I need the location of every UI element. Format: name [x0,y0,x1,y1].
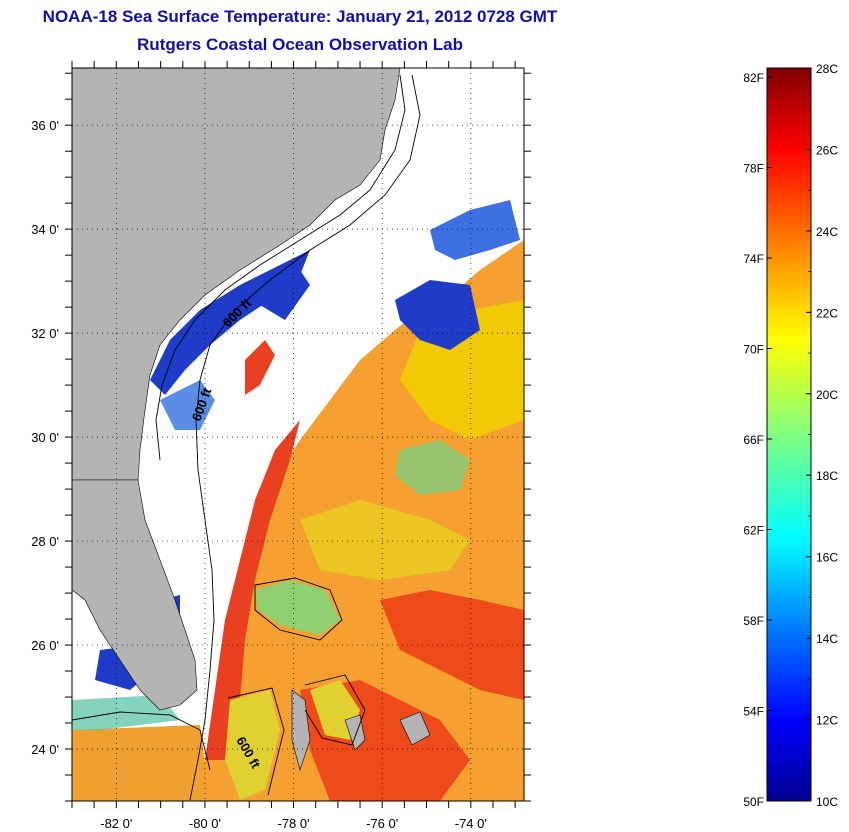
cold-shelf-water [150,250,310,395]
isobath-contour [304,674,366,746]
map-subtitle: Rutgers Coastal Ocean Observation Lab [137,35,463,54]
celsius-label: 20C [816,388,838,402]
fahrenheit-label: 74F [743,252,764,266]
celsius-label: 16C [816,551,838,565]
lon-tick-label: -74 0' [455,816,487,831]
temperature-colorbar: 28C 26C 24C 22C 20C 18C 16C 14C 12C 10C 82F 78F 74F 7… [743,62,838,809]
lat-tick-label: 24 0' [31,742,59,757]
celsius-label: 18C [816,469,838,483]
lat-tick-label: 28 0' [31,534,59,549]
fahrenheit-label: 82F [743,71,764,85]
gulf-stream-core [205,420,300,760]
fahrenheit-label: 58F [743,614,764,628]
lat-tick-label: 36 0' [31,118,59,133]
fahrenheit-label: 50F [743,795,764,809]
cold-shelf-water [160,380,215,430]
cold-shelf-water [430,200,520,260]
celsius-label: 24C [816,225,838,239]
lon-tick-label: -78 0' [278,816,310,831]
south-warm-band [72,725,210,801]
cold-shelf-water [260,270,310,320]
lon-tick-label: -82 0' [100,816,132,831]
isobath-contour [189,74,421,801]
map-frame [71,67,525,802]
map-grid [72,68,524,801]
sst-map: 600 ft 600 ft 600 ft [72,68,524,801]
colorbar-gradient [766,67,812,802]
map-ticks: -82 0' -80 0' -78 0' -76 0' -74 0' 36 0' 34 0'… [31,61,531,831]
cold-shelf-water [395,280,480,350]
lat-tick-label: 34 0' [31,222,59,237]
fahrenheit-label: 62F [743,524,764,538]
lat-tick-label: 30 0' [31,430,59,445]
map-title: NOAA-18 Sea Surface Temperature: January… [42,7,558,26]
land-florida [72,479,198,711]
lon-tick-label: -76 0' [366,816,398,831]
sst-cool-eddy [395,440,470,495]
lat-tick-label: 26 0' [31,638,59,653]
isobath-contour [155,74,406,461]
sst-yellow-region [300,500,470,580]
colorbar-ticks: 28C 26C 24C 22C 20C 18C 16C 14C 12C 10C 82F 78F 74F 7… [743,62,838,809]
isobath-contour [227,687,285,796]
land-us-mainland [72,68,401,481]
bahamas-bank [255,580,340,635]
celsius-label: 12C [816,714,838,728]
fahrenheit-label: 70F [743,343,764,357]
land-bahamas [399,711,431,746]
bahamas-bank [225,690,280,800]
lat-tick-label: 32 0' [31,326,59,341]
fahrenheit-label: 66F [743,433,764,447]
celsius-label: 22C [816,306,838,320]
celsius-label: 26C [816,143,838,157]
fahrenheit-label: 54F [743,705,764,719]
isobath-contour [254,577,343,641]
celsius-label: 28C [816,62,838,76]
fahrenheit-label: 78F [743,162,764,176]
celsius-label: 14C [816,632,838,646]
gulf-stream-core [245,340,275,395]
isobath-contour [72,711,211,771]
celsius-label: 10C [816,795,838,809]
lon-tick-label: -80 0' [189,816,221,831]
